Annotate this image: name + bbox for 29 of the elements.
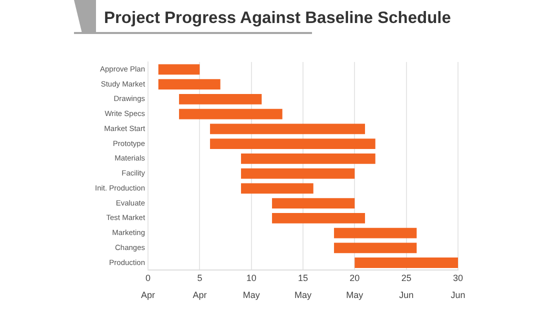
chart-title: Project Progress Against Baseline Schedule [104, 9, 451, 28]
x-tick-label: 10 [246, 273, 256, 284]
text: May [242, 290, 260, 300]
bar [241, 168, 355, 179]
text: May [294, 290, 312, 300]
bar [354, 258, 458, 268]
text: Apr [141, 290, 156, 300]
text: Apr [192, 290, 207, 300]
bar [272, 212, 366, 224]
x-tick-label: 25 [401, 273, 412, 284]
bar [158, 79, 220, 90]
text: Jun [399, 290, 414, 300]
text: Jun [450, 290, 466, 300]
bar [158, 64, 200, 75]
bar [179, 94, 262, 104]
x-tick-label: 5 [197, 273, 202, 284]
text: May [346, 290, 364, 300]
x-tick-label: 15 [298, 273, 308, 284]
bar [334, 242, 417, 254]
bar [210, 124, 366, 134]
x-tick-label: 0 [146, 273, 151, 284]
x-tick-label: 30 [452, 273, 464, 284]
bar [210, 138, 376, 149]
bar [334, 228, 417, 238]
bar [241, 153, 376, 164]
x-tick-label: 20 [350, 273, 360, 284]
bar [272, 198, 355, 208]
bar [241, 183, 314, 194]
bar [179, 108, 282, 120]
